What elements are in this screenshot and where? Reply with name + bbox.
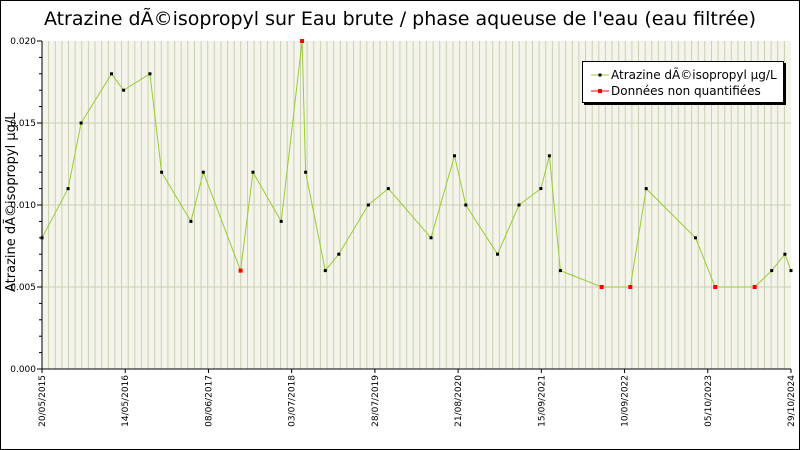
- data-point: [79, 121, 83, 125]
- data-point: [496, 252, 499, 256]
- data-point: [337, 252, 341, 256]
- non-quantified-point: [300, 39, 305, 43]
- data-point: [644, 187, 648, 191]
- chart-title: Atrazine dÃ©isopropyl sur Eau brute / ph…: [43, 8, 757, 30]
- non-quantified-point: [238, 268, 243, 273]
- y-tick-label: 0.010: [10, 201, 36, 211]
- data-point: [429, 236, 433, 240]
- non-quantified-point: [599, 285, 604, 289]
- data-point: [189, 219, 193, 223]
- x-tick-label: 21/08/2020: [454, 375, 464, 427]
- y-tick-label: 0.005: [10, 283, 36, 293]
- y-tick-label: 0.020: [10, 37, 36, 47]
- x-tick-label: 20/05/2015: [38, 375, 48, 427]
- y-tick-label: 0.015: [10, 119, 36, 129]
- data-point: [279, 219, 283, 223]
- data-point: [558, 269, 562, 273]
- x-tick-label: 28/07/2019: [371, 375, 381, 427]
- data-point: [66, 187, 70, 191]
- data-point: [304, 170, 308, 174]
- legend: Atrazine dÃ©isopropyl µg/L Données non q…: [582, 61, 784, 103]
- non-quantified-point: [628, 285, 633, 289]
- series-layer: [40, 39, 793, 289]
- data-point: [323, 269, 327, 273]
- data-point: [464, 203, 468, 207]
- data-point: [539, 187, 543, 191]
- legend-marker-nq: [591, 89, 609, 93]
- data-point: [789, 269, 793, 273]
- legend-label-main: Atrazine dÃ©isopropyl µg/L: [611, 68, 777, 82]
- data-point: [110, 72, 113, 76]
- data-point: [517, 203, 521, 207]
- data-point: [201, 170, 205, 174]
- x-tick-label: 14/05/2016: [121, 375, 131, 427]
- data-point: [783, 252, 787, 256]
- y-tick-label: 0.000: [10, 365, 36, 375]
- x-tick-label: 10/09/2022: [621, 375, 631, 427]
- data-point: [122, 88, 126, 92]
- x-tick-label: 05/10/2023: [704, 375, 714, 427]
- data-point: [160, 170, 164, 174]
- data-point: [547, 154, 551, 158]
- data-point: [40, 236, 44, 240]
- data-point: [251, 170, 255, 174]
- data-point: [770, 269, 774, 273]
- legend-marker-main: [591, 73, 609, 77]
- data-point: [453, 154, 456, 158]
- x-tick-label: 03/07/2018: [288, 375, 298, 427]
- data-point: [694, 236, 697, 240]
- non-quantified-point: [752, 285, 757, 289]
- non-quantified-point: [713, 285, 718, 289]
- x-tick-label: 29/10/2024: [787, 375, 797, 427]
- x-tick-label: 15/09/2021: [537, 375, 547, 427]
- axes: [37, 40, 792, 373]
- legend-label-nq: Données non quantifiées: [611, 84, 761, 98]
- data-point: [148, 72, 152, 76]
- data-point: [366, 203, 370, 207]
- x-tick-label: 08/06/2017: [204, 375, 214, 427]
- data-point: [386, 187, 390, 191]
- tick-labels: 0.000 0.005 0.010 0.015 0.020 20/05/2015 14/05…: [10, 37, 797, 427]
